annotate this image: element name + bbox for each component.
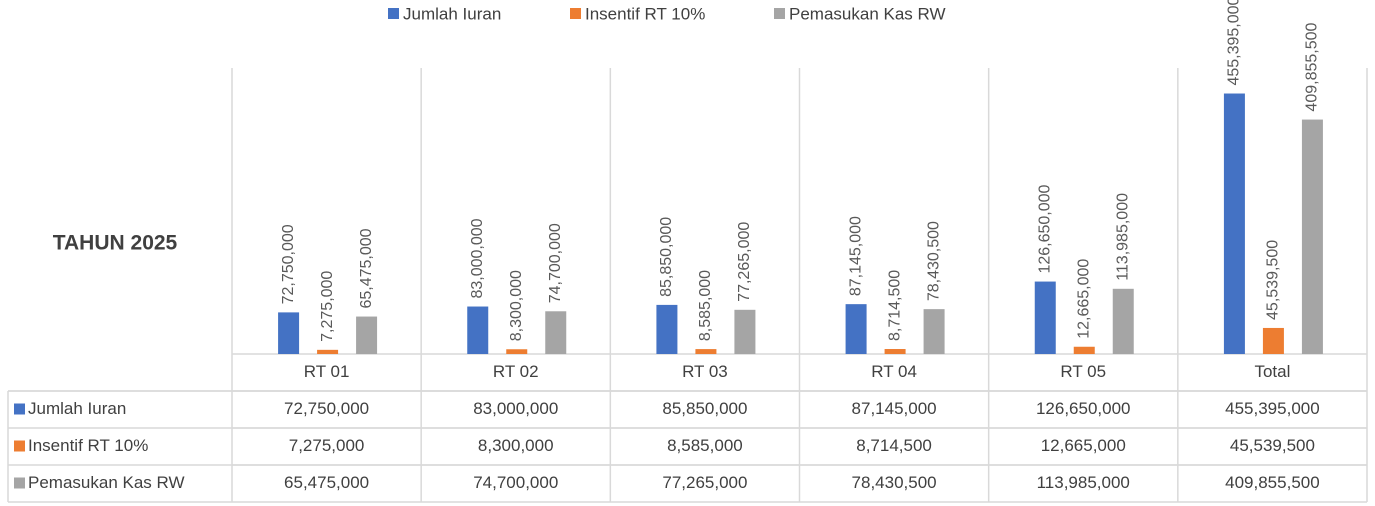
data-label: 12,665,000 <box>1075 259 1092 339</box>
table-cell: 87,145,000 <box>852 399 937 418</box>
bar <box>1262 327 1284 354</box>
bar <box>884 349 906 354</box>
table-cell: 83,000,000 <box>473 399 558 418</box>
data-label: 74,700,000 <box>547 223 564 303</box>
bar <box>695 349 717 354</box>
table-cell: 77,265,000 <box>662 473 747 492</box>
table-cell: 74,700,000 <box>473 473 558 492</box>
data-label: 85,850,000 <box>658 217 675 297</box>
bar <box>278 312 300 354</box>
x-tick-label: RT 01 <box>304 362 350 381</box>
bar <box>545 311 567 354</box>
chart-title: TAHUN 2025 <box>53 232 178 255</box>
data-label: 455,395,000 <box>1226 0 1243 86</box>
data-label: 409,855,500 <box>1304 22 1321 111</box>
x-tick-label: RT 03 <box>682 362 728 381</box>
data-label: 65,475,000 <box>358 228 375 308</box>
bar <box>317 349 339 354</box>
data-label: 78,430,500 <box>925 221 942 301</box>
table-cell: 12,665,000 <box>1041 436 1126 455</box>
table-row-label: Jumlah Iuran <box>28 399 126 418</box>
table-cell: 85,850,000 <box>662 399 747 418</box>
data-label: 45,539,500 <box>1265 240 1282 320</box>
bar <box>1301 119 1323 354</box>
table-row-label: Pemasukan Kas RW <box>28 473 185 492</box>
bar <box>506 349 528 354</box>
table-cell: 8,300,000 <box>478 436 554 455</box>
bar <box>656 304 678 354</box>
bar <box>1223 93 1245 354</box>
x-tick-label: RT 02 <box>493 362 539 381</box>
legend-swatch <box>388 8 399 19</box>
data-label: 113,985,000 <box>1114 193 1131 281</box>
data-label: 8,585,000 <box>697 270 714 341</box>
data-label: 126,650,000 <box>1036 184 1053 273</box>
data-label: 77,265,000 <box>736 222 753 302</box>
bar <box>1073 346 1095 354</box>
table-swatch <box>14 403 25 415</box>
data-label: 8,714,500 <box>886 270 903 341</box>
bar <box>467 306 489 354</box>
table-cell: 409,855,500 <box>1225 473 1320 492</box>
table-cell: 126,650,000 <box>1036 399 1131 418</box>
legend-swatch <box>570 8 581 19</box>
table-swatch <box>14 440 25 452</box>
legend-label: Insentif RT 10% <box>585 4 705 23</box>
table-cell: 8,714,500 <box>856 436 932 455</box>
legend-swatch <box>774 8 785 19</box>
legend-label: Jumlah Iuran <box>403 4 501 23</box>
bar <box>1034 281 1056 354</box>
data-label: 8,300,000 <box>508 270 525 341</box>
x-tick-label: Total <box>1254 362 1290 381</box>
table-cell: 7,275,000 <box>289 436 365 455</box>
data-label: 87,145,000 <box>847 216 864 296</box>
x-tick-label: RT 04 <box>871 362 917 381</box>
table-swatch <box>14 477 25 489</box>
table-cell: 72,750,000 <box>284 399 369 418</box>
bar <box>845 304 867 354</box>
table-cell: 8,585,000 <box>667 436 743 455</box>
table-cell: 78,430,500 <box>852 473 937 492</box>
data-label: 83,000,000 <box>469 218 486 298</box>
table-row-label: Insentif RT 10% <box>28 436 148 455</box>
table-cell: 65,475,000 <box>284 473 369 492</box>
table-cell: 45,539,500 <box>1230 436 1315 455</box>
bar <box>356 316 378 354</box>
table-cell: 455,395,000 <box>1225 399 1320 418</box>
bar <box>1112 288 1134 354</box>
x-tick-label: RT 05 <box>1060 362 1106 381</box>
bar <box>734 309 756 354</box>
data-label: 72,750,000 <box>280 224 297 304</box>
legend-label: Pemasukan Kas RW <box>789 4 946 23</box>
table-cell: 113,985,000 <box>1037 473 1130 492</box>
bar <box>923 309 945 354</box>
data-label: 7,275,000 <box>319 271 336 342</box>
